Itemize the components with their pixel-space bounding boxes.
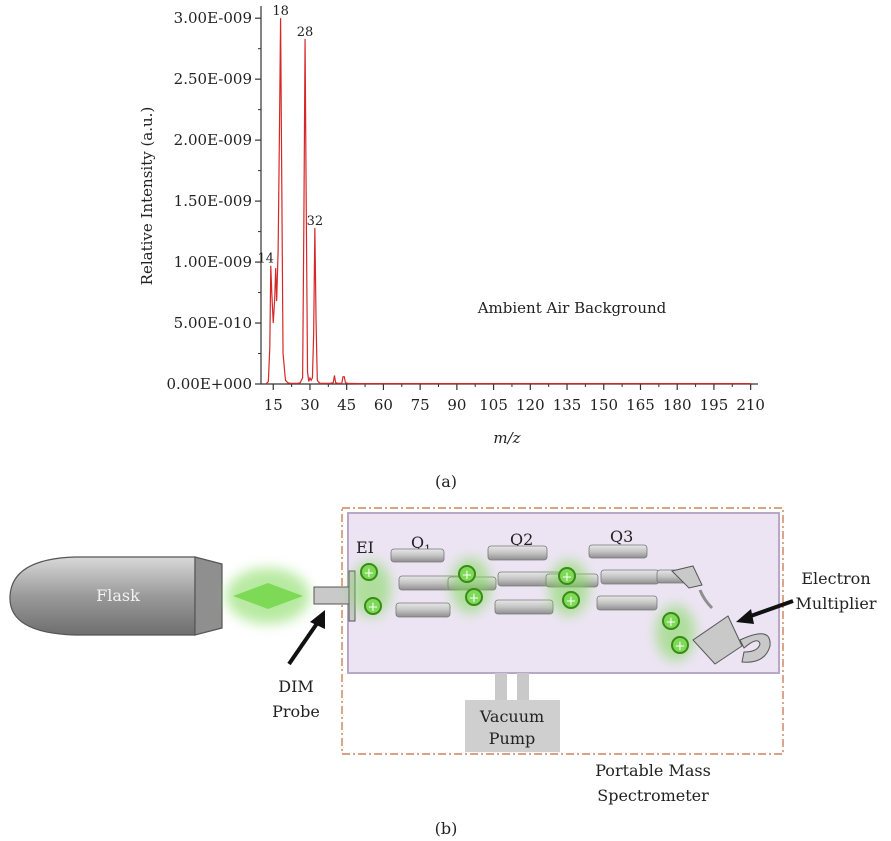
- x-tick-label: 195: [700, 396, 729, 414]
- x-tick-label: 120: [516, 396, 545, 414]
- x-tick-label: 15: [264, 396, 283, 414]
- peak-label: 18: [272, 4, 289, 19]
- ion-charge-symbol: +: [368, 600, 379, 615]
- quadrupole-rod: [395, 602, 451, 618]
- x-tick-label: 45: [337, 396, 356, 414]
- x-tick-label: 150: [589, 396, 618, 414]
- x-tick-label: 165: [626, 396, 655, 414]
- ion-icon: [458, 565, 476, 583]
- ion-charge-symbol: +: [666, 615, 677, 630]
- ion-icon: [671, 636, 689, 654]
- instrument-diagram: Flask DIM Probe EI Q1 Q2 Q3 ++++++++: [9, 507, 877, 805]
- detector-label-line1: Electron: [801, 569, 870, 588]
- quadrupole-rods: [390, 544, 688, 618]
- multiplier-arrow-icon: [736, 599, 794, 624]
- x-tick-label: 75: [411, 396, 430, 414]
- q2-label: Q2: [510, 530, 533, 549]
- x-ticks: 15 30 45 60 75 90 105 120 135 150 165 180 195 210: [264, 384, 765, 414]
- y-axis-label: Relative Intensity (a.u.): [138, 107, 156, 286]
- y-tick-label: 0.00E+000: [166, 375, 252, 393]
- sample-vapor-glow: [226, 568, 310, 624]
- ion-charge-symbol: +: [566, 594, 577, 609]
- detector-label-line2: Multiplier: [796, 594, 877, 613]
- caption-a: (a): [435, 472, 457, 491]
- peak-label: 14: [258, 252, 275, 267]
- ion-charge-symbol: +: [562, 570, 573, 585]
- instrument-label-line2: Spectrometer: [597, 786, 709, 805]
- peak-label: 32: [307, 214, 324, 229]
- ion-icon: [562, 591, 580, 609]
- caption-b: (b): [435, 819, 458, 838]
- peak-label: 28: [297, 25, 314, 40]
- y-tick-label: 2.50E-009: [174, 70, 252, 88]
- y-tick-label: 1.50E-009: [174, 192, 252, 210]
- ion-charge-symbol: +: [675, 639, 686, 654]
- peak-labels: 14 18 28 32: [258, 4, 324, 267]
- x-tick-label: 210: [736, 396, 765, 414]
- quadrupole-rod: [588, 544, 648, 559]
- x-tick-label: 60: [374, 396, 393, 414]
- x-axis-label: m/z: [493, 429, 520, 447]
- ion-icon: [465, 588, 483, 606]
- ei-label: EI: [356, 538, 374, 557]
- ion-icon: [558, 567, 576, 585]
- x-tick-label: 135: [553, 396, 582, 414]
- y-ticks: 0.00E+000 5.00E-010 1.00E-009 1.50E-009 2.00…: [166, 9, 261, 393]
- quadrupole-rod: [494, 599, 554, 615]
- vacuum-pump: Vacuum Pump: [465, 673, 560, 752]
- q3-label: Q3: [610, 527, 633, 546]
- chart-annotation: Ambient Air Background: [477, 299, 667, 317]
- chart-axes: [260, 6, 758, 385]
- quadrupole-rod: [596, 595, 658, 611]
- ion-charge-symbol: +: [462, 568, 473, 583]
- ion-icon: [364, 597, 382, 615]
- y-tick-label: 3.00E-009: [174, 9, 252, 27]
- dim-probe: [313, 570, 356, 622]
- quadrupole-rod: [600, 569, 660, 585]
- x-tick-label: 30: [300, 396, 319, 414]
- spectrum-series-line: [265, 18, 751, 385]
- quadrupole-rod: [390, 548, 445, 563]
- probe-arrow-icon: [287, 610, 325, 666]
- ion-clusters: + + + + + + + +: [351, 557, 696, 661]
- flask: Flask: [9, 556, 223, 636]
- probe-label-line2: Probe: [272, 702, 320, 721]
- ion-charge-symbol: +: [364, 566, 375, 581]
- electron-multiplier: [671, 565, 771, 665]
- y-tick-label: 2.00E-009: [174, 131, 252, 149]
- ion-charge-symbol: +: [469, 591, 480, 606]
- x-tick-label: 180: [663, 396, 692, 414]
- x-tick-label: 105: [479, 396, 508, 414]
- probe-label-line1: DIM: [278, 677, 314, 696]
- mass-spectrum-chart: 0.00E+000 5.00E-010 1.00E-009 1.50E-009 2.00…: [138, 4, 765, 447]
- flask-label: Flask: [96, 586, 140, 605]
- instrument-label-line1: Portable Mass: [595, 761, 711, 780]
- portable-ms-boundary: [341, 507, 784, 755]
- ion-icon: [360, 563, 378, 581]
- y-tick-label: 5.00E-010: [174, 314, 252, 332]
- x-tick-label: 90: [447, 396, 466, 414]
- y-tick-label: 1.00E-009: [174, 253, 252, 271]
- q1-label-main: Q: [411, 533, 424, 552]
- pump-label-line2: Pump: [489, 729, 535, 748]
- quadrupole-rod: [487, 545, 548, 561]
- pump-label-line1: Vacuum: [479, 707, 544, 726]
- ion-icon: [662, 612, 680, 630]
